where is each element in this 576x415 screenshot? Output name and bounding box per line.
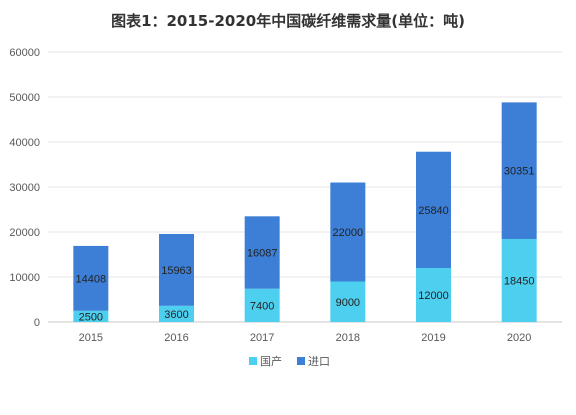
x-tick-label: 2016: [164, 332, 188, 344]
data-label: 7400: [250, 300, 274, 312]
bar-domestic: [159, 305, 194, 322]
bar-domestic: [501, 238, 537, 322]
bar-domestic: [244, 288, 280, 322]
data-label: 18450: [504, 275, 535, 287]
bar-domestic: [330, 281, 366, 322]
data-label: 2500: [79, 311, 103, 323]
bar-import: [330, 182, 366, 282]
grid-lines: [48, 51, 562, 323]
data-label: 3600: [164, 309, 188, 321]
y-tick-label: 20000: [9, 227, 40, 239]
data-label: 15963: [161, 265, 192, 277]
bar-import: [416, 151, 451, 268]
data-label: 25840: [418, 205, 449, 217]
y-tick-label: 60000: [9, 47, 40, 59]
bar-domestic: [416, 268, 451, 322]
legend-label: 国产: [260, 354, 282, 368]
y-tick-label: 10000: [9, 272, 40, 284]
bars: 2500 14408 3600 15963 7400 16087 9000 22000 1200…: [73, 102, 537, 323]
x-tick-label: 2015: [79, 332, 103, 344]
legend-swatch: [297, 357, 305, 365]
data-label: 14408: [76, 273, 107, 285]
y-axis: 0 10000 20000 30000 40000 50000 60000: [9, 47, 40, 329]
data-label: 12000: [418, 290, 449, 302]
data-label: 30351: [504, 166, 535, 178]
x-tick-label: 2020: [507, 332, 531, 344]
chart-title: 图表1：2015-2020年中国碳纤维需求量(单位：吨): [111, 12, 465, 30]
data-label: 22000: [333, 227, 364, 239]
bar-import: [244, 216, 280, 289]
data-label: 9000: [336, 297, 360, 309]
bar-import: [73, 245, 109, 311]
y-tick-label: 40000: [9, 137, 40, 149]
bar-domestic: [73, 310, 109, 322]
x-tick-label: 2019: [421, 332, 445, 344]
legend-label: 进口: [308, 355, 330, 368]
legend: 国产 进口: [249, 354, 330, 368]
legend-swatch: [249, 357, 257, 365]
y-tick-label: 30000: [9, 182, 40, 194]
x-tick-label: 2017: [250, 332, 274, 344]
y-tick-label: 0: [34, 317, 40, 329]
bar-import: [501, 102, 537, 239]
x-tick-label: 2018: [336, 332, 360, 344]
data-label: 16087: [247, 248, 278, 260]
x-axis: 2015 2016 2017 2018 2019 2020: [79, 332, 532, 344]
y-tick-label: 50000: [9, 92, 40, 104]
bar-import: [159, 233, 194, 306]
